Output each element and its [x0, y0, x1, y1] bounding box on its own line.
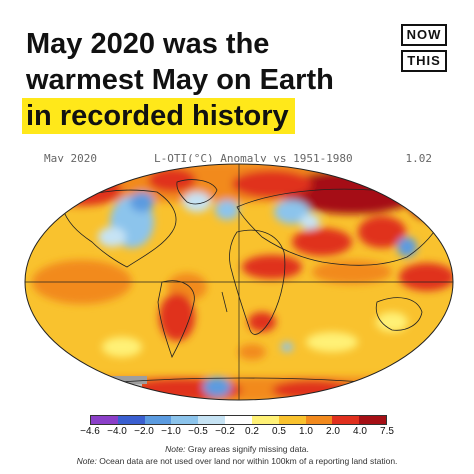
colorbar-label: 1.0 — [299, 426, 313, 437]
colorbar-swatch — [359, 416, 386, 424]
colorbar-swatch — [278, 416, 306, 424]
map-header: May 2020 L-OTI(°C) Anomaly vs 1951-1980 … — [40, 148, 440, 162]
colorbar-swatch — [251, 416, 279, 424]
colorbar-label: −0.5 — [188, 426, 208, 437]
colorbar-swatch — [144, 416, 172, 424]
colorbar-label: −0.2 — [215, 426, 235, 437]
headline-line-3: in recorded history — [22, 98, 295, 134]
colorbar-swatch — [171, 416, 199, 424]
map-fill — [25, 164, 453, 400]
colorbar-label: 4.0 — [353, 426, 367, 437]
footnote-2-prefix: Note: — [76, 456, 97, 466]
colorbar-label: 2.0 — [326, 426, 340, 437]
footnote-2: Note: Ocean data are not used over land … — [0, 455, 474, 467]
footnote-1-prefix: Note: — [165, 444, 186, 454]
footnotes: Note: Gray areas signify missing data. N… — [0, 443, 474, 467]
headline-line-3-container: in recorded history — [22, 98, 406, 134]
logo-now: NOW — [401, 24, 447, 46]
footnote-1-text: Gray areas signify missing data. — [185, 444, 309, 454]
map-header-global-mean: 1.02 — [405, 152, 433, 162]
colorbar-label: −2.0 — [134, 426, 154, 437]
colorbar-label: 0.2 — [245, 426, 259, 437]
colorbar-label: −1.0 — [161, 426, 181, 437]
footnote-2-text: Ocean data are not used over land nor wi… — [96, 456, 398, 466]
headline-line-1: May 2020 was the — [26, 28, 270, 60]
globe-outline — [24, 163, 454, 401]
footnote-1: Note: Gray areas signify missing data. — [0, 443, 474, 455]
colorbar — [90, 415, 387, 425]
colorbar-swatch — [225, 416, 252, 424]
map-header-title: L-OTI(°C) Anomaly vs 1951-1980 — [154, 152, 353, 162]
colorbar-labels: −4.6 −4.0 −2.0 −1.0 −0.5 −0.2 0.2 0.5 1.0 2.0 4.0 7… — [72, 426, 402, 440]
logo-this: THIS — [401, 50, 447, 72]
map-gridlines — [25, 164, 453, 400]
headline-line-2: warmest May on Earth — [26, 64, 334, 96]
colorbar-label: −4.0 — [107, 426, 127, 437]
world-map-svg — [24, 163, 454, 401]
colorbar-swatch — [332, 416, 360, 424]
colorbar-label: 7.5 — [380, 426, 394, 437]
temperature-anomaly-map — [22, 162, 456, 402]
colorbar-swatch — [305, 416, 333, 424]
colorbar-label: 0.5 — [272, 426, 286, 437]
colorbar-swatch — [91, 416, 118, 424]
headline: May 2020 was the warmest May on Earth in… — [22, 26, 406, 134]
map-header-month: May 2020 — [44, 152, 97, 162]
colorbar-swatch — [117, 416, 145, 424]
colorbar-label: −4.6 — [80, 426, 100, 437]
colorbar-swatch — [198, 416, 226, 424]
nowthis-logo: NOW THIS — [401, 24, 447, 76]
